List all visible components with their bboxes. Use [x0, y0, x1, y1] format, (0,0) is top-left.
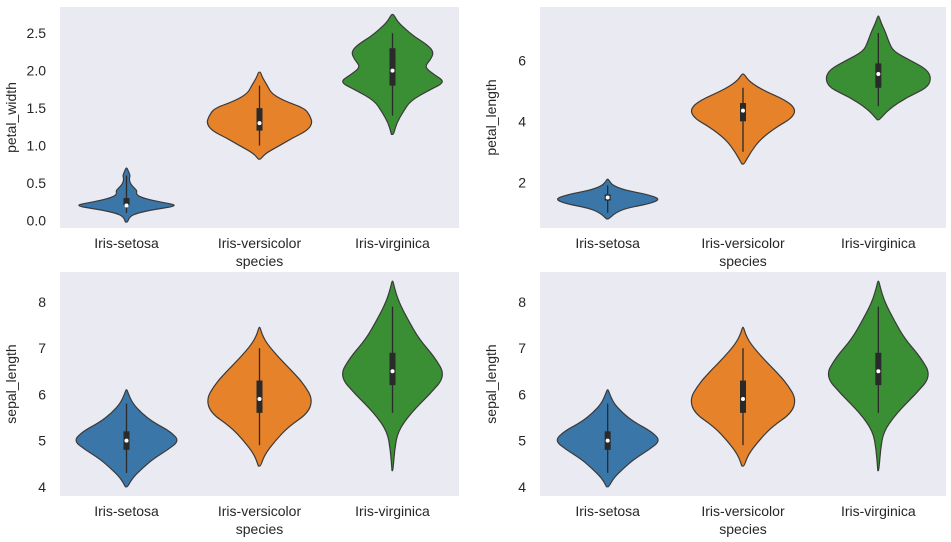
iqr-box — [257, 381, 263, 413]
median-marker — [876, 369, 880, 373]
x-tick-label: Iris-setosa — [94, 503, 159, 519]
x-tick-label: Iris-virginica — [355, 503, 430, 519]
x-axis-label: species — [236, 253, 283, 269]
iqr-box — [875, 353, 881, 385]
median-marker — [125, 439, 129, 443]
iqr-box — [257, 108, 263, 130]
y-tick-label: 6 — [38, 386, 46, 402]
x-tick-label: Iris-setosa — [94, 235, 159, 251]
median-marker — [606, 196, 610, 200]
y-tick-label: 2 — [518, 174, 526, 190]
iqr-box — [390, 353, 396, 385]
y-tick-label: 4 — [38, 479, 46, 495]
y-tick-label: 4 — [518, 479, 526, 495]
chart-panel-3: 4 5 6 7 8 sepal_length Iris-setosa Iris-versico… — [3, 272, 459, 537]
x-tick-label: Iris-versicolor — [218, 503, 302, 519]
median-marker — [606, 439, 610, 443]
x-tick-label: Iris-virginica — [355, 235, 430, 251]
x-tick-label: Iris-versicolor — [701, 235, 785, 251]
median-marker — [741, 397, 745, 401]
iqr-box — [390, 48, 396, 85]
chart-panel-4: 4 5 6 7 8 sepal_length Iris-setosa Iris-versico… — [483, 272, 946, 537]
median-marker — [391, 369, 395, 373]
y-tick-label: 5 — [38, 433, 46, 449]
y-tick-label: 6 — [518, 52, 526, 68]
median-marker — [391, 69, 395, 73]
x-axis-label: species — [236, 521, 283, 537]
x-axis-label: species — [719, 253, 766, 269]
chart-panel-2: 2 4 6 petal_length Iris-setosa Iris-versicolo… — [483, 7, 946, 269]
y-axis-label: sepal_length — [483, 344, 499, 423]
median-marker — [876, 72, 880, 76]
y-axis-label: sepal_length — [3, 344, 19, 423]
x-tick-label: Iris-virginica — [841, 503, 916, 519]
y-tick-label: 7 — [38, 340, 46, 356]
x-tick-label: Iris-versicolor — [701, 503, 785, 519]
y-tick-label: 1.0 — [27, 138, 47, 154]
y-tick-label: 8 — [518, 294, 526, 310]
y-axis-label: petal_width — [3, 82, 19, 153]
y-tick-label: 4 — [518, 113, 526, 129]
y-tick-label: 6 — [518, 386, 526, 402]
y-tick-label: 2.0 — [27, 63, 47, 79]
y-tick-label: 1.5 — [27, 100, 47, 116]
y-tick-label: 8 — [38, 294, 46, 310]
iqr-box — [740, 381, 746, 413]
median-marker — [258, 397, 262, 401]
y-tick-label: 5 — [518, 433, 526, 449]
x-tick-label: Iris-virginica — [841, 235, 916, 251]
median-marker — [741, 109, 745, 113]
y-tick-label: 2.5 — [27, 25, 47, 41]
x-tick-label: Iris-setosa — [575, 235, 640, 251]
y-tick-label: 7 — [518, 340, 526, 356]
median-marker — [125, 204, 129, 208]
x-tick-label: Iris-setosa — [575, 503, 640, 519]
x-tick-label: Iris-versicolor — [218, 235, 302, 251]
y-tick-label: 0.5 — [27, 175, 47, 191]
y-axis-label: petal_length — [483, 79, 499, 155]
x-axis-label: species — [719, 521, 766, 537]
chart-panel-1: 0.0 0.5 1.0 1.5 2.0 2.5 petal_width Iris-setosa… — [3, 7, 459, 269]
median-marker — [258, 121, 262, 125]
y-tick-label: 0.0 — [27, 213, 47, 229]
